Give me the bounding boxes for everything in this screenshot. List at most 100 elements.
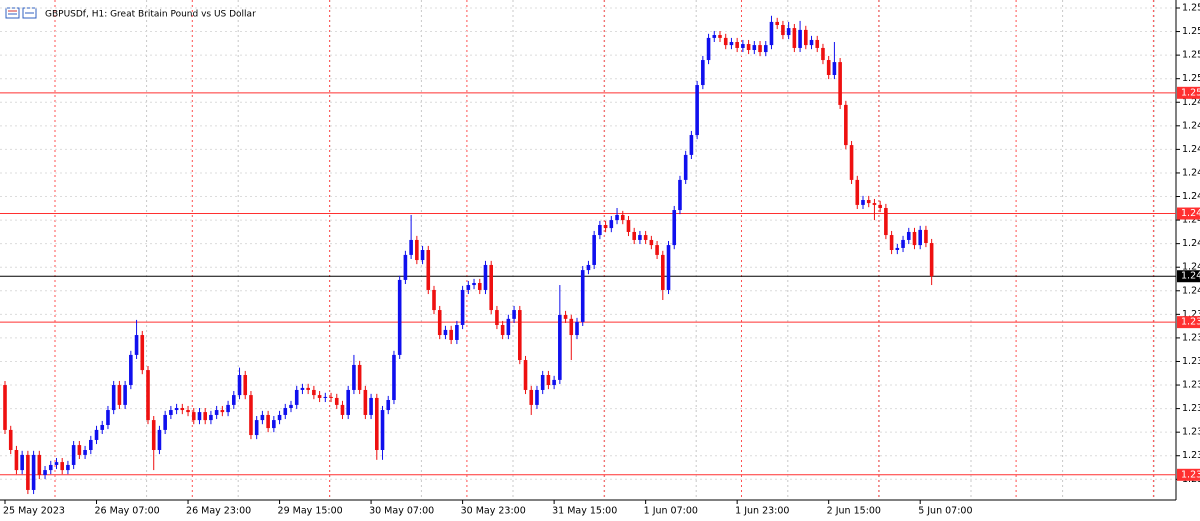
y-tick-label: 1.24995 bbox=[1182, 97, 1200, 108]
candle-body bbox=[266, 414, 270, 429]
candle-body bbox=[878, 204, 882, 208]
candle-body bbox=[683, 154, 688, 180]
candle-body bbox=[563, 314, 568, 319]
candle-body bbox=[678, 179, 682, 211]
candle-body bbox=[306, 387, 310, 390]
candle-body bbox=[375, 397, 379, 450]
candle-body bbox=[226, 404, 230, 413]
candle-body bbox=[111, 385, 116, 411]
x-tick-label: 26 May 23:00 bbox=[186, 506, 251, 517]
candle-body bbox=[283, 407, 288, 415]
candle-body bbox=[37, 454, 42, 475]
title-icon bbox=[5, 7, 37, 19]
candle-body bbox=[672, 210, 677, 246]
candle-body bbox=[495, 310, 499, 325]
level-label-box bbox=[1177, 468, 1200, 481]
y-tick-label: 1.24190 bbox=[1182, 262, 1200, 273]
candle-body bbox=[512, 310, 516, 319]
candle-body bbox=[106, 410, 110, 425]
candle-body bbox=[558, 314, 562, 380]
x-tick-label: 29 May 15:00 bbox=[278, 506, 343, 517]
candle-body bbox=[140, 335, 145, 371]
candle-body bbox=[243, 375, 248, 396]
candle-body bbox=[666, 245, 671, 290]
candle-body bbox=[214, 410, 219, 415]
candle-body bbox=[54, 462, 59, 465]
candle-body bbox=[866, 200, 871, 204]
candle-body bbox=[906, 231, 911, 240]
candle-body bbox=[598, 225, 602, 236]
y-tick-label: 1.23615 bbox=[1182, 380, 1200, 391]
level-label: 1.23922 bbox=[1181, 317, 1200, 328]
candle-body bbox=[397, 279, 402, 355]
candle-body bbox=[203, 412, 207, 421]
x-tick-label: 30 May 07:00 bbox=[369, 506, 434, 517]
y-tick-label: 1.24420 bbox=[1182, 215, 1200, 226]
candle-body bbox=[741, 44, 745, 48]
candle-body bbox=[535, 389, 539, 405]
candle-body bbox=[815, 39, 820, 48]
y-tick-label: 1.24075 bbox=[1182, 285, 1200, 296]
y-tick-label: 1.25340 bbox=[1182, 26, 1200, 37]
candle-body bbox=[14, 450, 19, 471]
y-tick-label: 1.24535 bbox=[1182, 191, 1200, 202]
candle-body bbox=[615, 214, 619, 221]
candle-body bbox=[249, 395, 253, 436]
candle-body bbox=[174, 407, 179, 411]
x-tick-label: 25 May 2023 bbox=[3, 506, 65, 517]
y-tick-label: 1.25110 bbox=[1182, 73, 1200, 84]
candle-body bbox=[386, 400, 391, 411]
level-label-box bbox=[1177, 316, 1200, 329]
y-tick-label: 1.25455 bbox=[1182, 2, 1200, 13]
candle-body bbox=[60, 462, 64, 471]
candle-body bbox=[712, 35, 717, 38]
candle-body bbox=[518, 310, 522, 361]
candle-body bbox=[695, 85, 699, 136]
x-tick-label: 1 Jun 23:00 bbox=[735, 506, 789, 517]
candle-body bbox=[289, 404, 293, 408]
candle-body bbox=[312, 389, 316, 396]
candles bbox=[3, 15, 934, 495]
candle-body bbox=[489, 264, 493, 311]
candle-body bbox=[603, 225, 608, 229]
candle-body bbox=[317, 395, 322, 398]
candle-body bbox=[798, 29, 802, 48]
candle-body bbox=[575, 321, 579, 336]
candle-body bbox=[455, 325, 459, 340]
candle-body bbox=[626, 220, 631, 232]
candle-body bbox=[357, 364, 362, 390]
candle-body bbox=[437, 310, 442, 336]
candle-body bbox=[26, 454, 30, 490]
candle-body bbox=[20, 454, 24, 471]
candle-body bbox=[43, 470, 47, 475]
candle-body bbox=[632, 231, 636, 240]
candle-body bbox=[775, 21, 779, 25]
candle-body bbox=[861, 200, 865, 205]
candle-body bbox=[415, 239, 419, 261]
candle-body bbox=[48, 464, 53, 471]
candle-body bbox=[838, 62, 842, 105]
candle-body bbox=[723, 37, 728, 46]
candle-body bbox=[323, 396, 328, 398]
candle-body bbox=[83, 450, 87, 455]
y-tick-label: 1.24880 bbox=[1182, 120, 1200, 131]
candle-body bbox=[918, 229, 922, 246]
candle-body bbox=[420, 250, 425, 261]
candle-body bbox=[580, 270, 585, 322]
candle-body bbox=[197, 412, 202, 421]
candle-body bbox=[661, 254, 665, 290]
x-tick-label: 26 May 07:00 bbox=[95, 506, 160, 517]
candle-body bbox=[889, 235, 894, 250]
candle-body bbox=[769, 21, 774, 46]
candle-body bbox=[792, 28, 797, 48]
y-tick-label: 1.24305 bbox=[1182, 238, 1200, 249]
candle-body bbox=[146, 370, 150, 421]
candle-body bbox=[832, 62, 837, 75]
candle-body bbox=[432, 289, 436, 311]
candle-body bbox=[443, 329, 448, 336]
level-label: 1.23177 bbox=[1181, 469, 1200, 480]
candle-body bbox=[346, 389, 350, 415]
y-tick-label: 1.23270 bbox=[1182, 450, 1200, 461]
